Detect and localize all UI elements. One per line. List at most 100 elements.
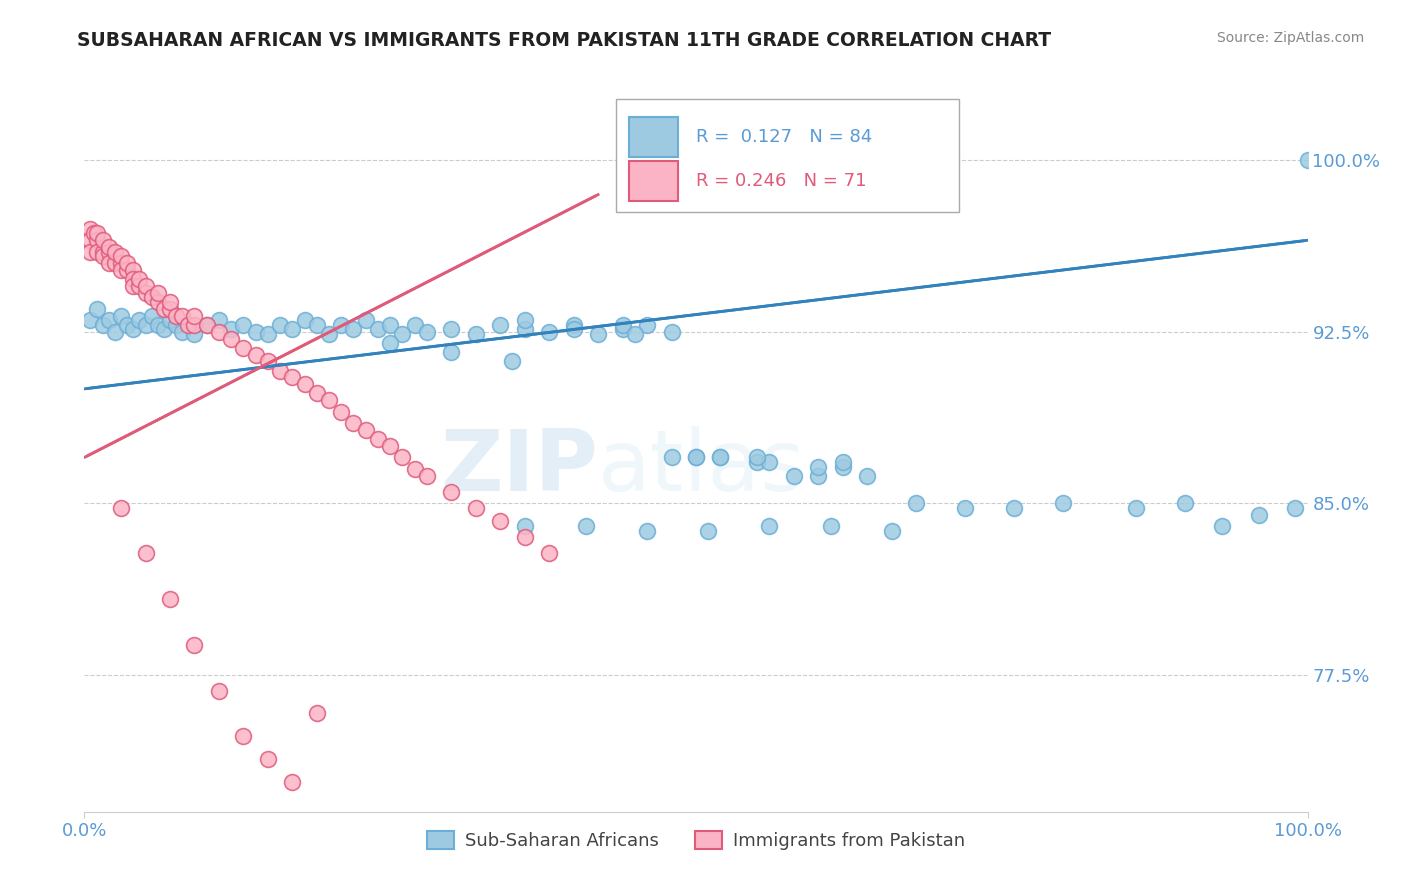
Point — [165, 318, 187, 332]
Point — [269, 318, 291, 332]
Point — [513, 519, 536, 533]
Point — [661, 325, 683, 339]
Point — [464, 326, 486, 341]
Point — [502, 354, 524, 368]
Point — [97, 256, 120, 270]
Point — [86, 233, 108, 247]
Point — [104, 244, 127, 259]
Point — [91, 244, 114, 259]
Point — [257, 752, 280, 766]
Point — [110, 263, 132, 277]
Point — [104, 325, 127, 339]
Point — [257, 354, 280, 368]
Point — [110, 500, 132, 515]
Point — [404, 318, 426, 332]
Point — [661, 450, 683, 465]
Point — [146, 318, 169, 332]
Point — [115, 263, 138, 277]
Point — [709, 450, 731, 465]
Point — [177, 318, 200, 332]
Point — [380, 439, 402, 453]
Point — [685, 450, 707, 465]
Text: R =  0.127   N = 84: R = 0.127 N = 84 — [696, 128, 872, 146]
Point — [538, 546, 561, 560]
Point — [1296, 153, 1319, 168]
Point — [128, 279, 150, 293]
Point — [122, 263, 145, 277]
Point — [367, 322, 389, 336]
Point — [269, 363, 291, 377]
Point — [79, 313, 101, 327]
Point — [305, 706, 328, 721]
Point — [440, 484, 463, 499]
Point — [305, 386, 328, 401]
Point — [513, 313, 536, 327]
Point — [330, 405, 353, 419]
Point — [135, 546, 157, 560]
Point — [83, 227, 105, 241]
Point — [153, 301, 176, 316]
Point — [91, 249, 114, 263]
Point — [404, 462, 426, 476]
Point — [208, 325, 231, 339]
FancyBboxPatch shape — [616, 99, 959, 212]
Point — [330, 318, 353, 332]
Point — [245, 347, 267, 362]
Bar — [628, 117, 678, 157]
Point — [86, 301, 108, 316]
Point — [636, 524, 658, 538]
Point — [208, 683, 231, 698]
Point — [159, 592, 181, 607]
Point — [880, 524, 903, 538]
Point — [115, 256, 138, 270]
Text: Source: ZipAtlas.com: Source: ZipAtlas.com — [1216, 31, 1364, 45]
Point — [380, 318, 402, 332]
Point — [464, 500, 486, 515]
Point — [416, 468, 439, 483]
Point — [97, 313, 120, 327]
Point — [513, 322, 536, 336]
Point — [1174, 496, 1197, 510]
Point — [624, 326, 647, 341]
Point — [586, 326, 609, 341]
Point — [709, 450, 731, 465]
Bar — [628, 161, 678, 201]
Point — [146, 285, 169, 300]
Point — [183, 318, 205, 332]
Point — [1284, 500, 1306, 515]
Point — [110, 309, 132, 323]
Point — [159, 313, 181, 327]
Point — [1211, 519, 1233, 533]
Point — [354, 423, 377, 437]
Point — [1247, 508, 1270, 522]
Point — [135, 279, 157, 293]
Point — [110, 256, 132, 270]
Point — [354, 313, 377, 327]
Point — [391, 326, 413, 341]
Point — [135, 318, 157, 332]
Point — [135, 285, 157, 300]
Point — [208, 313, 231, 327]
Point — [86, 244, 108, 259]
Point — [128, 313, 150, 327]
Point — [172, 309, 194, 323]
Point — [318, 393, 340, 408]
Point — [128, 272, 150, 286]
Point — [79, 222, 101, 236]
Point — [86, 227, 108, 241]
Point — [575, 519, 598, 533]
Point — [281, 370, 304, 384]
Point — [245, 325, 267, 339]
Point — [159, 301, 181, 316]
Point — [122, 272, 145, 286]
Point — [318, 326, 340, 341]
Point — [758, 519, 780, 533]
Point — [342, 322, 364, 336]
Point — [612, 318, 634, 332]
Point — [159, 295, 181, 310]
Point — [183, 309, 205, 323]
Point — [232, 318, 254, 332]
Point — [380, 336, 402, 351]
Point — [281, 322, 304, 336]
Point — [219, 332, 242, 346]
